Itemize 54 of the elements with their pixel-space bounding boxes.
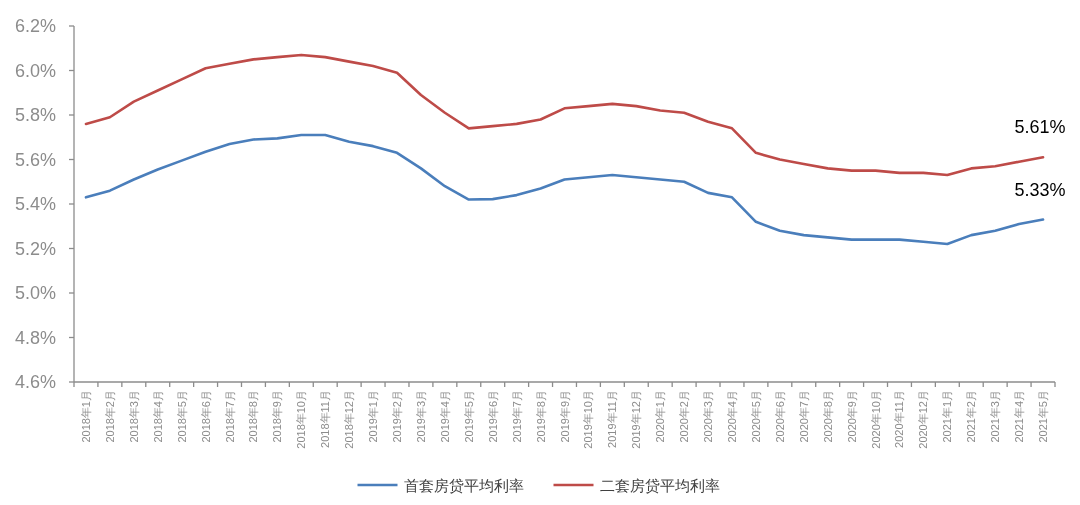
annotation: 5.61%: [1014, 117, 1066, 138]
x-tick-label: 2018年12月: [343, 390, 356, 449]
x-tick-label: 2018年9月: [271, 390, 284, 443]
x-tick-label: 2020年6月: [773, 390, 786, 443]
x-tick-label: 2020年9月: [845, 390, 858, 443]
x-tick-label: 2019年5月: [462, 390, 475, 443]
x-tick-label: 2019年8月: [534, 390, 547, 443]
x-tick-label: 2018年2月: [103, 390, 116, 443]
x-tick-label: 2019年2月: [391, 390, 404, 443]
x-tick-label: 2020年12月: [917, 390, 930, 449]
x-tick-label: 2020年2月: [678, 390, 691, 443]
x-tick-label: 2018年8月: [247, 390, 260, 443]
y-tick-label: 6.2%: [14, 16, 56, 36]
x-tick-label: 2020年7月: [797, 390, 810, 443]
legend-label: 首套房贷平均利率: [403, 476, 524, 494]
x-tick-label: 2019年6月: [486, 390, 499, 443]
x-tick-label: 2021年2月: [965, 390, 978, 443]
x-tick-label: 2019年4月: [438, 390, 451, 443]
x-tick-label: 2019年12月: [630, 390, 643, 449]
x-tick-label: 2018年7月: [223, 390, 236, 443]
x-tick-label: 2021年3月: [989, 390, 1002, 443]
x-tick-label: 2020年8月: [821, 390, 834, 443]
x-tick-label: 2020年1月: [654, 390, 667, 443]
x-tick-label: 2019年9月: [558, 390, 571, 443]
y-tick-label: 6.0%: [14, 60, 56, 81]
x-tick-label: 2019年11月: [606, 390, 619, 448]
x-tick-label: 2019年3月: [414, 390, 427, 443]
y-tick-label: 4.8%: [14, 327, 56, 348]
x-tick-label: 2020年4月: [725, 390, 738, 443]
x-tick-label: 2019年1月: [367, 390, 380, 443]
x-tick-label: 2021年4月: [1013, 390, 1026, 443]
x-tick-label: 2018年5月: [175, 390, 188, 443]
x-tick-label: 2018年11月: [319, 390, 332, 448]
x-tick-label: 2020年11月: [893, 390, 906, 448]
x-tick-label: 2019年10月: [582, 390, 595, 449]
legend-label: 二套房贷平均利率: [599, 476, 720, 494]
y-tick-label: 5.4%: [14, 194, 56, 214]
x-tick-label: 2018年1月: [79, 390, 92, 443]
x-tick-label: 2020年5月: [749, 390, 762, 443]
y-tick-label: 5.6%: [14, 149, 56, 170]
x-tick-label: 2020年10月: [869, 390, 882, 449]
x-tick-label: 2021年1月: [941, 390, 954, 443]
y-tick-label: 5.0%: [14, 283, 56, 303]
y-tick-label: 4.6%: [14, 372, 56, 392]
y-tick-label: 5.8%: [14, 105, 56, 125]
x-tick-label: 2020年3月: [702, 390, 715, 443]
y-tick-label: 5.2%: [14, 238, 56, 259]
x-tick-label: 2018年10月: [295, 390, 308, 449]
annotation: 5.33%: [1014, 179, 1066, 200]
x-tick-label: 2018年3月: [127, 390, 140, 443]
x-tick-label: 2018年4月: [151, 390, 164, 443]
x-tick-label: 2019年7月: [510, 390, 523, 443]
x-tick-label: 2021年5月: [1037, 390, 1050, 443]
x-tick-label: 2018年6月: [199, 390, 212, 443]
